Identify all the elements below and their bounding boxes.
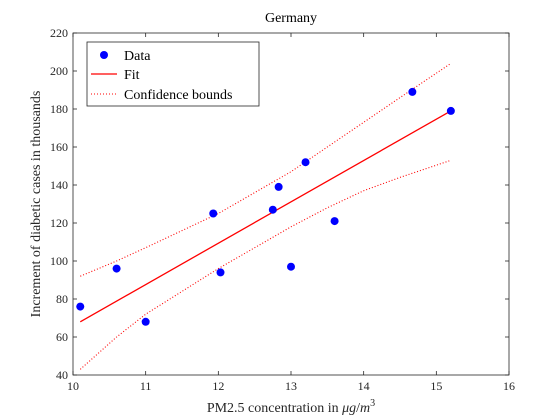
y-tick-label: 80 xyxy=(56,292,68,306)
y-tick-label: 100 xyxy=(50,254,68,268)
y-tick-label: 200 xyxy=(50,64,68,78)
confidence-bound-lower xyxy=(79,159,452,370)
x-axis-label-slash: / xyxy=(356,401,360,416)
x-tick-label: 15 xyxy=(430,379,442,393)
y-tick-label: 180 xyxy=(50,102,68,116)
data-point xyxy=(274,182,283,191)
x-axis-label-text: PM2.5 concentration in xyxy=(207,401,342,416)
data-layer xyxy=(76,62,455,370)
legend-entry-bounds: Confidence bounds xyxy=(124,88,232,103)
legend-data-marker xyxy=(100,51,108,59)
data-point xyxy=(216,268,225,277)
x-tick-label: 10 xyxy=(67,379,79,393)
ticks-layer: 10 11 12 13 14 15 16 40 60 80 100 120 140 160 180 200 22… xyxy=(50,26,515,393)
y-axis-label: Increment of diabetic cases in thousands xyxy=(29,91,44,318)
x-axis-label-g: g xyxy=(349,401,356,416)
data-point xyxy=(287,262,295,271)
x-axis-label-superscript: 3 xyxy=(370,398,375,409)
legend-entry-fit: Fit xyxy=(124,68,140,83)
data-point xyxy=(141,317,150,326)
data-point xyxy=(301,158,310,167)
legend: Data Fit Confidence bounds xyxy=(86,41,260,107)
y-tick-label: 40 xyxy=(56,368,68,382)
y-tick-label: 160 xyxy=(50,140,68,154)
legend-entry-data: Data xyxy=(124,49,151,64)
data-point xyxy=(446,106,455,115)
y-tick-label: 140 xyxy=(50,178,68,192)
data-point xyxy=(330,217,339,226)
y-tick-label: 220 xyxy=(50,26,68,40)
x-axis-label-mu: μ xyxy=(341,401,349,416)
fit-line xyxy=(79,110,452,323)
data-point xyxy=(209,209,218,218)
data-point xyxy=(408,87,417,96)
x-tick-label: 12 xyxy=(212,379,224,393)
x-tick-label: 11 xyxy=(140,379,152,393)
x-tick-label: 13 xyxy=(285,379,297,393)
x-axis-label-m: m xyxy=(360,401,370,416)
data-point xyxy=(76,302,85,311)
x-tick-label: 16 xyxy=(503,379,515,393)
data-point xyxy=(268,205,277,214)
data-point xyxy=(112,264,121,273)
y-tick-label: 120 xyxy=(50,216,68,230)
x-axis-label: PM2.5 concentration in μg/m3 xyxy=(207,398,375,416)
x-tick-label: 14 xyxy=(358,379,370,393)
confidence-bound-upper xyxy=(80,62,452,277)
y-tick-label: 60 xyxy=(56,330,68,344)
chart-title: Germany xyxy=(265,11,317,26)
